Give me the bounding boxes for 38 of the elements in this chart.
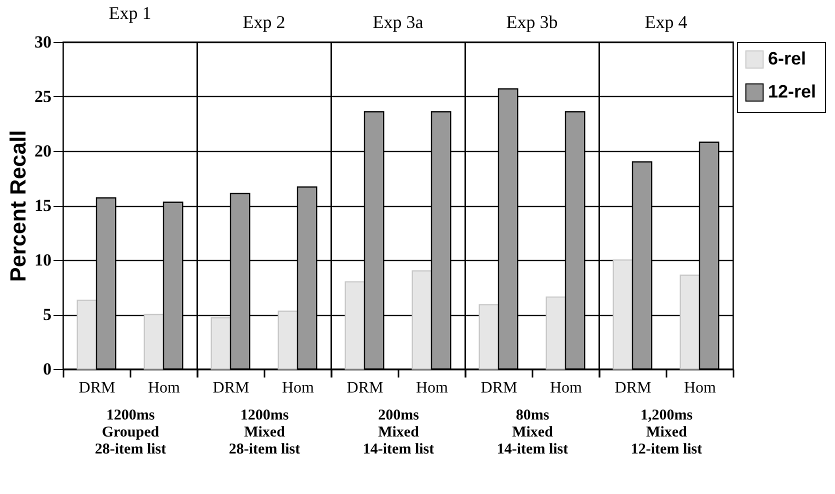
x-axis-title: 1200ms Mixed 28-item list (228, 408, 300, 458)
x-axis-title: 1,200ms Mixed 12-item list (630, 408, 702, 458)
x-tick-label: Hom (684, 380, 717, 396)
bar (278, 310, 298, 370)
chart-title: Exp 4 (644, 12, 688, 32)
chart-title: Exp 2 (242, 12, 286, 32)
x-axis-title: 1200ms Grouped 28-item list (94, 408, 166, 458)
y-tick-label: 0 (43, 360, 52, 378)
legend-label: 12-rel (768, 82, 816, 102)
x-tick-label: Hom (148, 380, 181, 396)
x-tick-label: DRM (346, 380, 384, 396)
legend-label: 6-rel (768, 48, 806, 68)
y-tick-label: 20 (34, 142, 52, 160)
bar (76, 300, 98, 370)
x-tick-label: DRM (614, 380, 652, 396)
x-axis-title: 200ms Mixed 14-item list (362, 408, 434, 458)
x-tick-label: Hom (550, 380, 583, 396)
y-axis-title: Percent Recall (6, 130, 30, 282)
bar (210, 317, 232, 370)
x-tick-label: DRM (212, 380, 250, 396)
y-tick-label: 15 (34, 196, 52, 215)
x-tick-label: Hom (416, 380, 449, 396)
x-tick-label: DRM (480, 380, 518, 396)
x-tick-label: DRM (78, 380, 116, 396)
bar (612, 259, 634, 370)
y-tick-label: 25 (34, 87, 52, 106)
y-tick-label: 30 (34, 32, 52, 52)
chart-title: Exp 3b (506, 12, 558, 32)
bar (144, 314, 164, 370)
y-tick-label: 5 (43, 305, 52, 324)
chart-title: Exp 3a (372, 12, 424, 32)
bar (546, 296, 566, 370)
y-tick-label: 10 (34, 250, 52, 270)
bar (478, 304, 500, 370)
x-tick-label: Hom (282, 380, 315, 396)
chart-title: Exp 1 (108, 3, 152, 23)
bar (680, 274, 700, 370)
x-axis-title: 80ms Mixed 14-item list (496, 408, 568, 458)
